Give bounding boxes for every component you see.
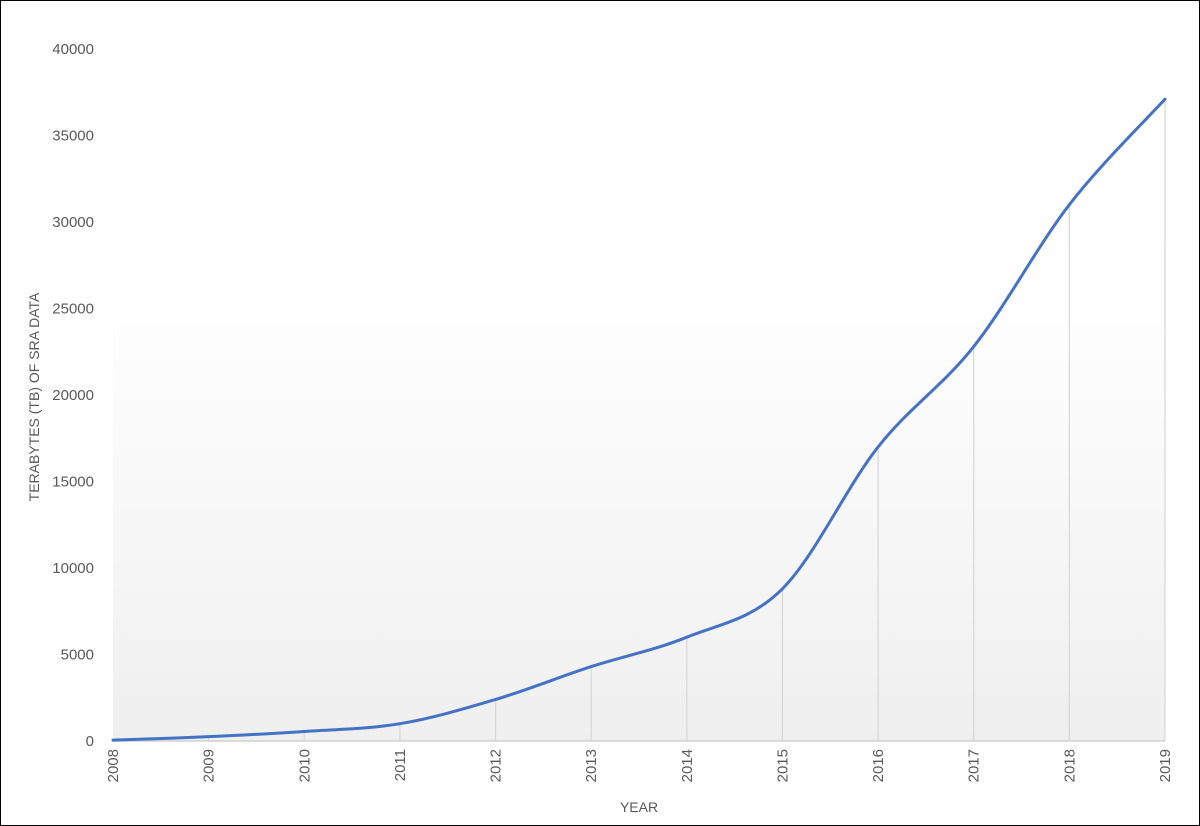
y-tick-label: 40000 (52, 41, 94, 58)
x-tick-label: 2018 (1061, 749, 1078, 782)
x-tick-label: 2017 (966, 749, 983, 782)
x-tick-label: 2019 (1157, 749, 1174, 782)
y-tick-label: 0 (86, 733, 94, 750)
y-tick-label: 20000 (52, 387, 94, 404)
y-axis-ticks: 0 5000 10000 15000 20000 25000 30000 35000 40000 (52, 41, 94, 750)
x-tick-label: 2013 (583, 749, 600, 782)
y-tick-label: 15000 (52, 474, 94, 491)
x-tick-label: 2015 (774, 749, 791, 782)
x-axis-ticks: 2008 2009 2010 2011 2012 2013 2014 2015 2016 2017… (105, 749, 1174, 782)
drop-lines (208, 99, 1166, 741)
x-tick-label: 2009 (201, 749, 218, 782)
y-tick-label: 30000 (52, 214, 94, 231)
x-tick-label: 2012 (488, 749, 505, 782)
x-tick-label: 2016 (870, 749, 887, 782)
y-tick-label: 5000 (61, 647, 94, 664)
x-tick-label: 2014 (679, 749, 696, 782)
y-tick-label: 10000 (52, 560, 94, 577)
x-tick-label: 2010 (296, 749, 313, 782)
x-axis-title: YEAR (620, 799, 658, 815)
plot-area (113, 222, 1165, 741)
x-tick-label: 2011 (392, 749, 409, 781)
y-axis-title: TERABYTES (TB) OF SRA DATA (26, 292, 42, 501)
y-tick-label: 25000 (52, 301, 94, 318)
series-line (111, 97, 1167, 742)
x-tick-label: 2008 (105, 749, 122, 782)
y-tick-label: 35000 (52, 128, 94, 145)
